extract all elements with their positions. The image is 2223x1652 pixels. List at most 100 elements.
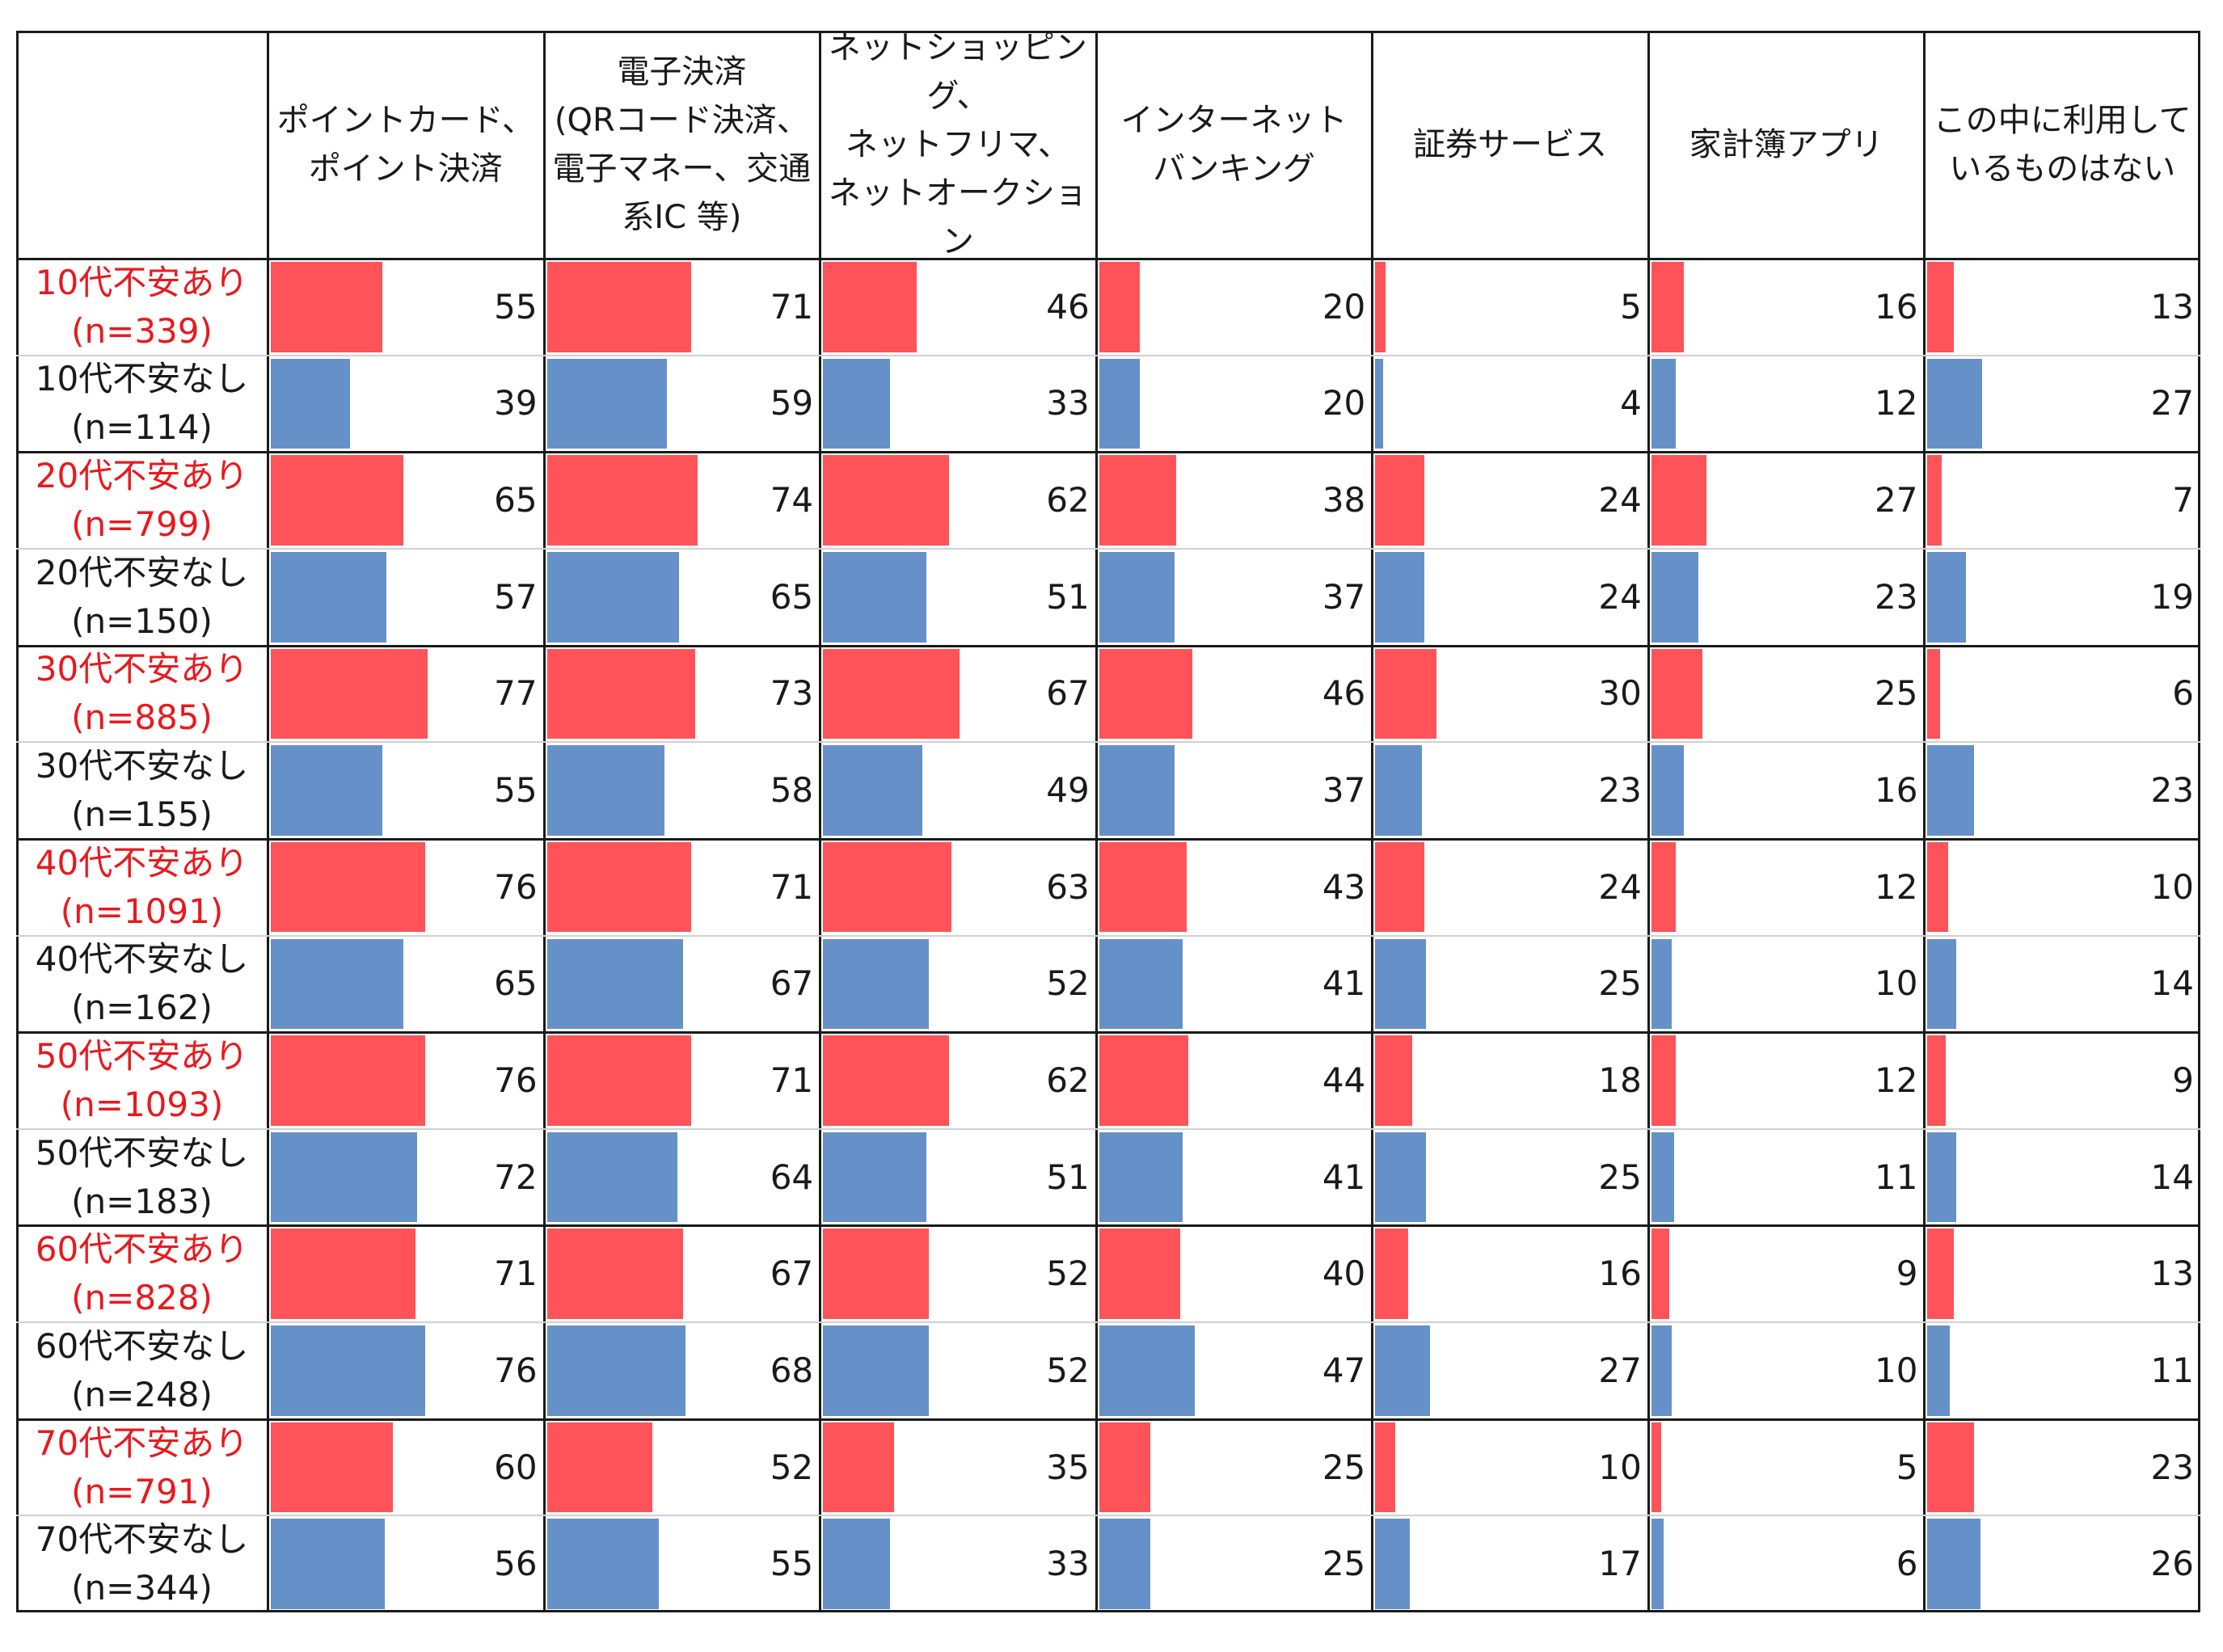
bar (1651, 1035, 1677, 1126)
row-divider (16, 1321, 2200, 1324)
row-label-name: 10代不安あり (35, 262, 249, 302)
data-label: 9 (2172, 1060, 2194, 1100)
bar (271, 358, 351, 449)
bar (1927, 1422, 1975, 1513)
column-header: 電子決済 (QRコード決済、 電子マネー、交通 系IC 等) (552, 53, 812, 236)
bar (271, 262, 383, 352)
column-divider (819, 31, 822, 1612)
bar (823, 1132, 927, 1223)
bar (823, 1035, 950, 1126)
data-label: 65 (494, 480, 538, 520)
bar (546, 358, 667, 449)
row-label-n: (n=885) (71, 697, 213, 738)
row-label-n: (n=248) (71, 1374, 213, 1414)
bar (823, 262, 917, 352)
row-label-name: 40代不安なし (35, 939, 249, 980)
bar (271, 938, 403, 1030)
data-label: 25 (1322, 1447, 1366, 1487)
data-label: 10 (1874, 1350, 1918, 1390)
bar (1927, 455, 1942, 546)
bar (271, 1228, 415, 1320)
row-label-name: 20代不安なし (35, 552, 249, 592)
column-header: ポイントカード、 ポイント決済 (276, 102, 534, 188)
bar (1927, 551, 1967, 643)
row-divider (16, 1515, 2200, 1517)
bar (546, 262, 692, 352)
data-label: 24 (1598, 576, 1642, 617)
data-label: 37 (1322, 770, 1366, 811)
data-label: 71 (770, 286, 814, 327)
bar (823, 938, 929, 1030)
row-label: 20代不安あり (n=799) (16, 452, 268, 549)
data-label: 11 (2150, 1350, 2194, 1390)
row-divider (16, 354, 2200, 356)
column-divider (1095, 31, 1098, 1612)
bar (823, 1519, 891, 1609)
data-label: 76 (494, 866, 538, 907)
row-label-n: (n=183) (71, 1181, 213, 1221)
row-label: 20代不安なし (n=150) (16, 549, 268, 646)
row-divider (16, 1127, 2200, 1130)
bar (271, 1422, 393, 1513)
bar (823, 745, 923, 836)
data-label: 77 (494, 673, 538, 714)
row-label: 60代不安あり (n=828) (16, 1225, 268, 1322)
data-label: 26 (2150, 1544, 2194, 1584)
header-divider (16, 258, 2200, 260)
bar (823, 358, 891, 449)
bar (1927, 358, 1983, 449)
group-divider (16, 1031, 2200, 1035)
bar (271, 455, 403, 546)
bar (546, 551, 680, 643)
data-label: 11 (1874, 1157, 1918, 1197)
bar (823, 1325, 929, 1416)
bar (271, 841, 426, 933)
bar (271, 1035, 426, 1126)
row-label-n: (n=150) (71, 601, 213, 641)
data-label: 24 (1598, 480, 1642, 520)
data-label: 13 (2150, 286, 2194, 327)
bar (1099, 1519, 1150, 1609)
data-label: 57 (494, 576, 538, 617)
data-label: 71 (494, 1254, 538, 1294)
bar (1375, 1035, 1412, 1126)
row-label-name: 10代不安なし (35, 359, 249, 399)
data-label: 71 (770, 866, 814, 907)
bar (1099, 551, 1175, 643)
data-label: 16 (1598, 1254, 1642, 1294)
bar (1927, 938, 1956, 1030)
column-header: 証券サービス (1413, 126, 1608, 163)
data-label: 56 (494, 1544, 538, 1584)
data-label: 67 (1046, 673, 1090, 714)
bar (546, 648, 696, 740)
bar (1375, 841, 1424, 933)
data-label: 33 (1046, 383, 1090, 424)
bar (271, 1519, 385, 1609)
data-label: 67 (770, 963, 814, 1004)
bar (1099, 745, 1175, 836)
bar (1375, 1519, 1411, 1609)
data-label: 27 (1598, 1350, 1642, 1390)
data-label: 6 (2172, 673, 2194, 714)
data-label: 49 (1046, 770, 1090, 811)
bar (546, 1519, 659, 1609)
data-label: 19 (2150, 576, 2194, 617)
bar (1927, 1035, 1947, 1126)
bar (1927, 1132, 1956, 1223)
data-label: 67 (770, 1254, 814, 1294)
bar (1375, 551, 1424, 643)
data-label: 44 (1322, 1060, 1366, 1100)
bar (1927, 1519, 1980, 1609)
bar (1651, 938, 1672, 1030)
data-label: 68 (770, 1350, 814, 1390)
data-label: 17 (1598, 1544, 1642, 1584)
data-label: 41 (1322, 1157, 1366, 1197)
data-label: 51 (1046, 576, 1090, 617)
data-label: 64 (770, 1157, 814, 1197)
bar (823, 841, 951, 933)
row-label-name: 70代不安あり (35, 1422, 249, 1463)
bar (546, 745, 665, 836)
data-label: 76 (494, 1060, 538, 1100)
row-label-name: 60代不安あり (35, 1229, 249, 1270)
bar (1927, 262, 1955, 352)
